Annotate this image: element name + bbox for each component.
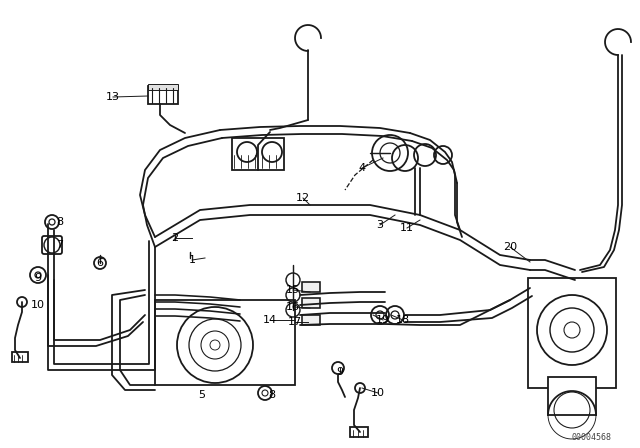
Text: 4: 4 [358,163,365,173]
Text: 11: 11 [400,223,414,233]
Text: 5: 5 [198,390,205,400]
Text: 2: 2 [172,233,179,243]
Text: 8: 8 [268,390,276,400]
Bar [155,300,295,385]
Text: 00004568: 00004568 [572,433,612,442]
Text: 9: 9 [35,273,42,283]
Bar [350,427,368,437]
Text: 10: 10 [371,388,385,398]
Bar [528,278,616,388]
Text: 9: 9 [337,367,344,377]
Text: 13: 13 [106,92,120,102]
Text: 16: 16 [286,302,300,312]
Text: 19: 19 [376,315,390,325]
Bar [148,86,178,104]
FancyBboxPatch shape [302,315,320,325]
Text: 20: 20 [503,242,517,252]
Bar [232,138,284,170]
Text: 10: 10 [31,300,45,310]
Bar [12,352,28,362]
Text: 17: 17 [288,317,302,327]
Text: 8: 8 [56,217,63,227]
Text: 3: 3 [376,220,383,230]
Text: 12: 12 [296,193,310,203]
Text: 15: 15 [286,285,300,295]
FancyBboxPatch shape [302,282,320,292]
Bar [548,377,596,415]
Bar [148,84,178,90]
Text: 6: 6 [97,258,104,268]
FancyBboxPatch shape [302,298,320,308]
FancyBboxPatch shape [42,236,62,254]
Text: 14: 14 [263,315,277,325]
Text: 18: 18 [396,315,410,325]
Text: 7: 7 [56,240,63,250]
Text: 1: 1 [189,255,195,265]
